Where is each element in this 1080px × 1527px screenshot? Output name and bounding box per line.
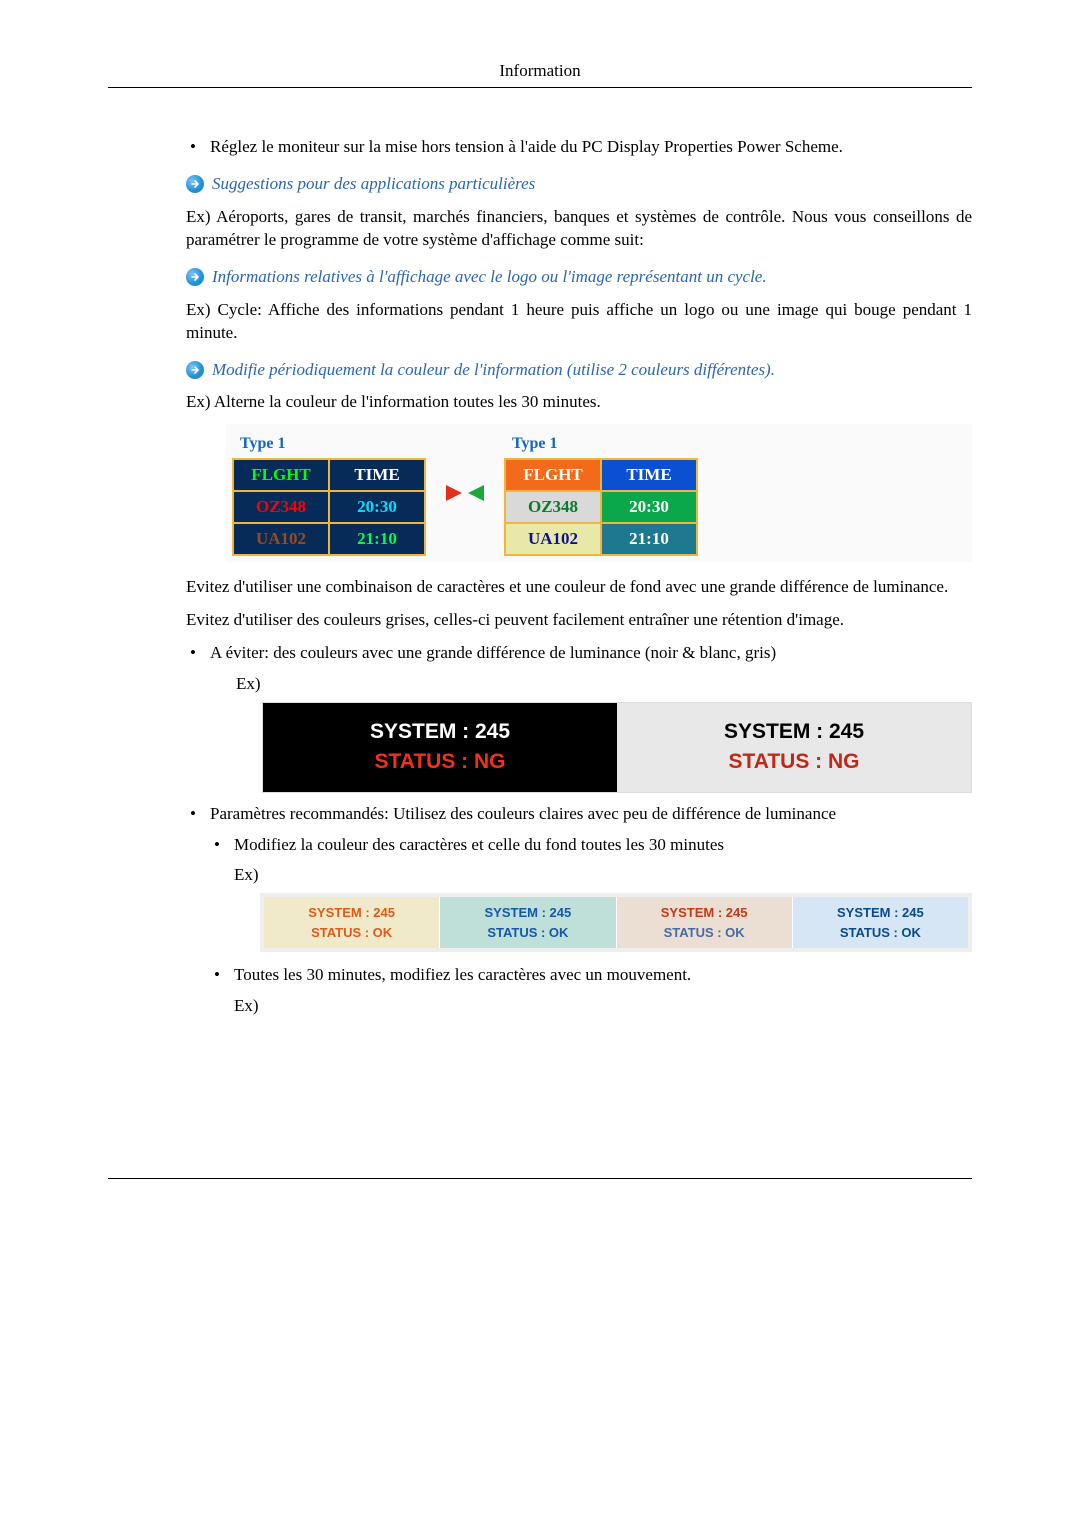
cell: 21:10 xyxy=(329,523,425,555)
line-system: SYSTEM : 245 xyxy=(627,717,961,747)
cell-header-flight: FLGHT xyxy=(505,459,601,491)
bullet-sub-changecolor: Modifiez la couleur des caractères et ce… xyxy=(210,834,972,953)
line-system: SYSTEM : 245 xyxy=(273,717,607,747)
callout-suggestions: Suggestions pour des applications partic… xyxy=(186,173,972,196)
line-status: STATUS : OK xyxy=(799,923,962,943)
line-status: STATUS : OK xyxy=(270,923,433,943)
cell: 20:30 xyxy=(601,491,697,523)
figure-system-status: SYSTEM : 245 STATUS : NG SYSTEM : 245 ST… xyxy=(262,702,972,793)
flight-board-right: Type 1 FLGHTTIME OZ34820:30 UA10221:10 xyxy=(504,430,698,556)
line-system: SYSTEM : 245 xyxy=(623,903,786,923)
status-box: SYSTEM : 245STATUS : OK xyxy=(793,897,968,948)
arrow-right-circle-icon xyxy=(186,175,204,193)
status-block-light: SYSTEM : 245 STATUS : NG xyxy=(617,703,971,792)
callout-text: Informations relatives à l'affichage ave… xyxy=(212,266,767,289)
figure-four-boxes: SYSTEM : 245STATUS : OKSYSTEM : 245STATU… xyxy=(260,893,972,952)
line-system: SYSTEM : 245 xyxy=(799,903,962,923)
board-caption: Type 1 xyxy=(232,430,426,458)
figure-flight-boards: Type 1 FLGHTTIME OZ34820:30 UA10221:10 T… xyxy=(226,424,972,562)
cell-header-time: TIME xyxy=(329,459,425,491)
page-header: Information xyxy=(108,60,972,83)
status-block-dark: SYSTEM : 245 STATUS : NG xyxy=(263,703,617,792)
cell: 21:10 xyxy=(601,523,697,555)
example-label: Ex) xyxy=(236,673,972,696)
cell: UA102 xyxy=(505,523,601,555)
header-divider xyxy=(108,87,972,88)
callout-logo-cycle: Informations relatives à l'affichage ave… xyxy=(186,266,972,289)
footer-divider xyxy=(108,1178,972,1179)
paragraph: Ex) Cycle: Affiche des informations pend… xyxy=(186,299,972,345)
bullet-text: Paramètres recommandés: Utilisez des cou… xyxy=(210,804,836,823)
status-box: SYSTEM : 245STATUS : OK xyxy=(264,897,440,948)
cell: OZ348 xyxy=(505,491,601,523)
line-system: SYSTEM : 245 xyxy=(270,903,433,923)
board-caption: Type 1 xyxy=(504,430,698,458)
bullet-sub-move: Toutes les 30 minutes, modifiez les cara… xyxy=(210,964,972,1018)
paragraph: Ex) Aéroports, gares de transit, marchés… xyxy=(186,206,972,252)
bullet-top: Réglez le moniteur sur la mise hors tens… xyxy=(186,136,972,159)
cell-header-flight: FLGHT xyxy=(233,459,329,491)
example-label: Ex) xyxy=(234,995,972,1018)
arrow-right-circle-icon xyxy=(186,361,204,379)
status-box: SYSTEM : 245STATUS : OK xyxy=(617,897,793,948)
paragraph: Ex) Alterne la couleur de l'information … xyxy=(186,391,972,414)
bullet-recommend: Paramètres recommandés: Utilisez des cou… xyxy=(186,803,972,1019)
line-status: STATUS : NG xyxy=(273,747,607,777)
swap-arrows-icon xyxy=(444,483,486,503)
callout-change-color: Modifie périodiquement la couleur de l'i… xyxy=(186,359,972,382)
callout-text: Modifie périodiquement la couleur de l'i… xyxy=(212,359,775,382)
line-system: SYSTEM : 245 xyxy=(446,903,609,923)
bullet-text: Modifiez la couleur des caractères et ce… xyxy=(234,835,724,854)
bullet-avoid: A éviter: des couleurs avec une grande d… xyxy=(186,642,972,793)
callout-text: Suggestions pour des applications partic… xyxy=(212,173,535,196)
line-status: STATUS : OK xyxy=(446,923,609,943)
cell: OZ348 xyxy=(233,491,329,523)
line-status: STATUS : NG xyxy=(627,747,961,777)
line-status: STATUS : OK xyxy=(623,923,786,943)
cell: UA102 xyxy=(233,523,329,555)
cell: 20:30 xyxy=(329,491,425,523)
paragraph: Evitez d'utiliser des couleurs grises, c… xyxy=(186,609,972,632)
bullet-text: A éviter: des couleurs avec une grande d… xyxy=(210,643,776,662)
document-content: Réglez le moniteur sur la mise hors tens… xyxy=(186,136,972,1018)
example-label: Ex) xyxy=(234,864,972,887)
flight-board-left: Type 1 FLGHTTIME OZ34820:30 UA10221:10 xyxy=(232,430,426,556)
status-box: SYSTEM : 245STATUS : OK xyxy=(440,897,616,948)
paragraph: Evitez d'utiliser une combinaison de car… xyxy=(186,576,972,599)
cell-header-time: TIME xyxy=(601,459,697,491)
bullet-text: Toutes les 30 minutes, modifiez les cara… xyxy=(234,965,691,984)
arrow-right-circle-icon xyxy=(186,268,204,286)
